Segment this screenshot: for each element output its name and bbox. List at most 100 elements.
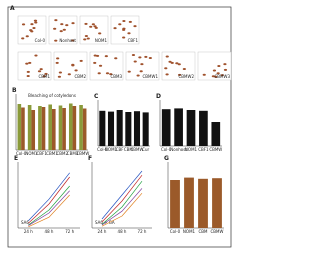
panel-letter: E: [14, 155, 18, 162]
x-tick-label: 24 h: [98, 229, 107, 234]
seed: [29, 29, 33, 32]
x-tick-label: CBF1: [37, 151, 48, 156]
bar: [184, 177, 194, 228]
seed: [79, 59, 83, 62]
line: [28, 176, 70, 224]
seed: [202, 73, 206, 76]
seed-image: [79, 15, 109, 45]
seed: [105, 72, 110, 75]
seed: [128, 20, 132, 23]
seed: [53, 27, 57, 30]
line: [101, 170, 143, 220]
seed: [71, 64, 75, 67]
seed: [93, 54, 97, 57]
seed: [60, 23, 64, 26]
x-tick-label: CBM: [124, 147, 134, 152]
seed: [114, 57, 118, 60]
bar: [38, 106, 42, 150]
seed: [175, 62, 179, 65]
x-tick-label: CBM2: [57, 151, 69, 156]
seed: [86, 37, 90, 40]
seed: [138, 56, 142, 59]
seed-label: NOM1: [95, 38, 108, 43]
seed: [223, 63, 227, 66]
seed: [122, 36, 126, 39]
bar: [27, 105, 32, 150]
line: [101, 188, 143, 226]
chart-note: SA6: [21, 220, 29, 225]
seed: [165, 55, 169, 58]
seed: [109, 73, 113, 76]
seed: [223, 68, 228, 71]
bar: [186, 110, 196, 146]
panel-letter: C: [94, 93, 99, 100]
bar: [133, 111, 141, 146]
seed-label: Nonhost: [59, 38, 76, 43]
x-tick-label: CBMW: [211, 229, 224, 234]
seed: [220, 74, 224, 77]
seed: [84, 35, 88, 38]
line: [101, 192, 143, 227]
bar: [212, 178, 222, 228]
x-tick-label: CBM1: [46, 151, 58, 156]
x-tick-label: CBM3: [67, 151, 79, 156]
line: [28, 190, 70, 226]
x-tick-label: 24 h: [24, 229, 33, 234]
x-tick-label: NOM1: [183, 229, 196, 234]
bar: [41, 107, 46, 150]
x-tick-label: NOM1: [105, 147, 118, 152]
seed: [127, 32, 131, 35]
seed: [44, 72, 48, 75]
seed: [177, 63, 181, 66]
bar: [82, 108, 87, 150]
seed: [212, 69, 217, 72]
seed-image: [17, 51, 52, 81]
x-tick-label: 48 h: [45, 229, 54, 234]
seed: [33, 19, 38, 22]
seed: [83, 38, 87, 41]
bar: [174, 108, 183, 146]
seed: [122, 19, 126, 22]
seed: [34, 21, 38, 24]
seed: [182, 68, 186, 71]
seed-label: CBM2: [74, 74, 86, 79]
seed-image: [53, 51, 88, 81]
x-tick-label: Col-0: [170, 229, 181, 234]
x-tick-label: 72 h: [138, 229, 147, 234]
seed: [54, 19, 58, 22]
seed-label: CBM1: [38, 74, 50, 79]
x-tick-label: CBMW: [76, 151, 89, 156]
seed: [26, 75, 30, 78]
seed: [71, 22, 75, 25]
bar: [198, 178, 208, 228]
x-tick-label: CBMW: [209, 147, 222, 152]
seed: [148, 57, 152, 60]
seed: [136, 74, 140, 77]
chart-title: Bleaching of cotyledons: [28, 93, 76, 98]
x-tick-label: NOM1: [25, 151, 38, 156]
seed: [74, 69, 78, 72]
x-tick-label: CBF: [116, 147, 125, 152]
bar: [17, 104, 22, 150]
seed-label: CBMW2: [179, 74, 195, 79]
bar: [161, 109, 171, 146]
seed: [104, 55, 108, 58]
seed: [168, 60, 172, 63]
seed: [28, 61, 32, 64]
line: [101, 180, 143, 225]
seed: [34, 54, 38, 57]
seed: [94, 26, 98, 29]
seed: [32, 27, 36, 30]
seed: [56, 57, 60, 60]
panel-letter: B: [12, 87, 17, 94]
line: [28, 194, 70, 228]
seed: [98, 64, 103, 67]
bar: [125, 112, 132, 146]
bar: [31, 110, 36, 150]
x-tick-label: Col-0: [97, 147, 108, 152]
x-tick-label: 72 h: [65, 229, 74, 234]
bar: [116, 110, 123, 146]
seed: [113, 27, 117, 30]
seed: [25, 62, 29, 65]
